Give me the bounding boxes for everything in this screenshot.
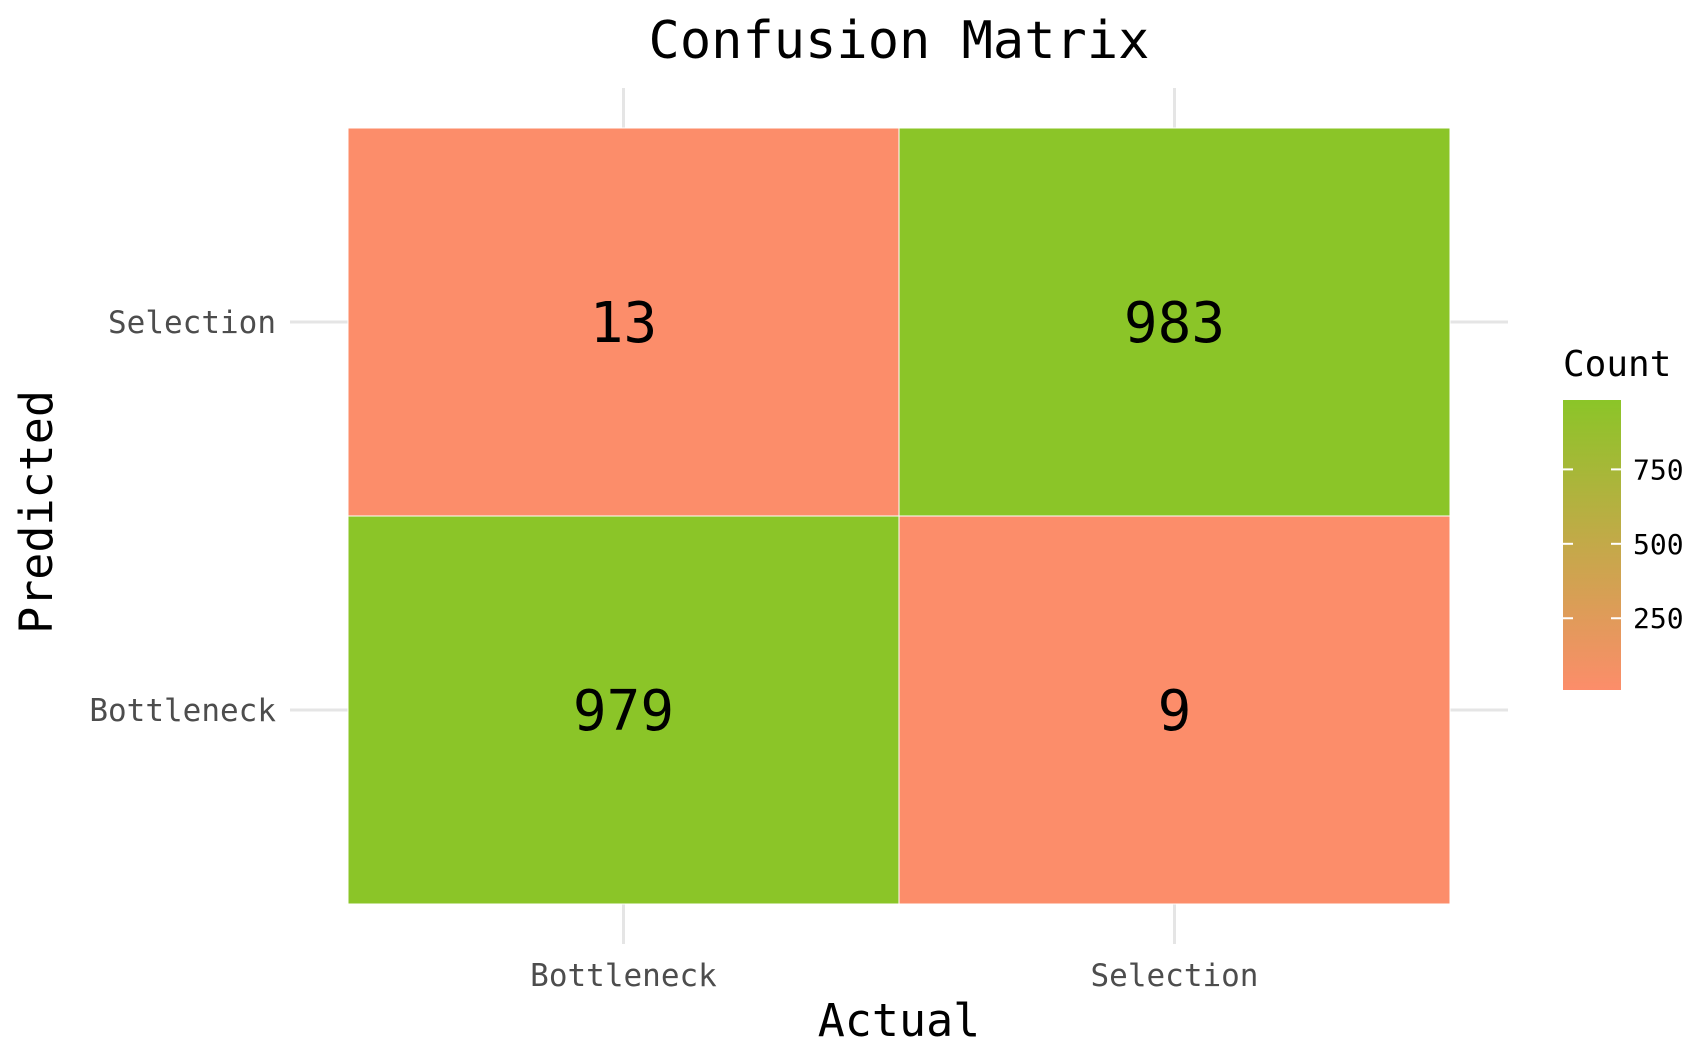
cell-count-label: 13 — [590, 291, 657, 356]
chart-title: Confusion Matrix — [649, 11, 1150, 71]
y-tick-label: Selection — [108, 305, 276, 341]
cell-labels: 13 983 979 9 — [573, 291, 1225, 744]
y-tick-label: Bottleneck — [89, 693, 276, 729]
x-tick-label: Bottleneck — [530, 958, 717, 994]
x-axis-ticks: Bottleneck Selection — [530, 958, 1258, 994]
legend-tick-label: 250 — [1633, 602, 1684, 635]
legend-title: Count — [1563, 344, 1671, 385]
heatmap-cell — [898, 515, 1451, 905]
legend-tick-label: 500 — [1633, 528, 1684, 561]
heatmap-cells — [347, 127, 1451, 905]
cell-count-label: 979 — [573, 679, 674, 744]
y-axis-title: Predicted — [10, 390, 63, 634]
legend-ticks: 250 500 750 — [1563, 453, 1684, 635]
cell-count-label: 9 — [1158, 679, 1192, 744]
x-axis-title: Actual — [818, 994, 981, 1047]
heatmap-cell — [347, 515, 900, 905]
cell-count-label: 983 — [1124, 291, 1225, 356]
heatmap-cell — [347, 127, 900, 517]
legend-tick-label: 750 — [1633, 453, 1684, 486]
y-axis-ticks: Bottleneck Selection — [89, 305, 276, 729]
x-tick-label: Selection — [1091, 958, 1259, 994]
color-legend: Count 250 500 750 — [1563, 344, 1684, 690]
legend-colorbar — [1563, 400, 1621, 690]
